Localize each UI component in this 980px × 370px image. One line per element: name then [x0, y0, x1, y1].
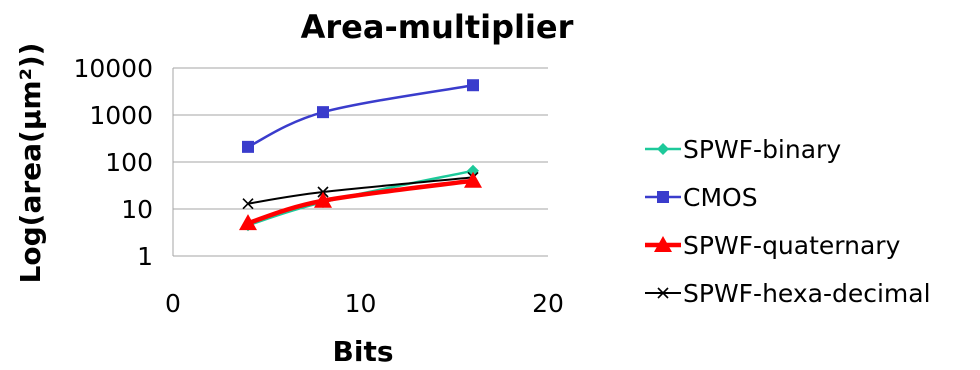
data-point — [317, 106, 329, 119]
series-line — [247, 178, 474, 226]
y-axis-title: Log(area(µm²)) — [14, 43, 47, 284]
y-tick-label: 10 — [121, 195, 153, 224]
data-point — [314, 191, 332, 208]
legend-label: SPWF-hexa-decimal — [683, 279, 931, 308]
chart-title: Area-multiplier — [301, 8, 574, 46]
series-cmos — [242, 79, 479, 153]
legend-label: CMOS — [683, 183, 758, 212]
legend-item: SPWF-quaternary — [645, 231, 901, 260]
legend-item: CMOS — [645, 183, 758, 212]
legend-label: SPWF-binary — [683, 135, 841, 164]
x-tick-label: 20 — [532, 289, 564, 318]
legend-marker — [657, 191, 669, 203]
x-tick-label: 0 — [165, 289, 181, 318]
legend-marker — [657, 143, 669, 155]
data-point — [467, 79, 479, 92]
gridlines — [172, 67, 548, 257]
legend-label: SPWF-quaternary — [683, 231, 901, 260]
x-tick-label: 10 — [345, 289, 377, 318]
y-tick-label: 100 — [105, 148, 153, 177]
legend: SPWF-binary CMOS SPWF-quaternary SPWF-hexa-… — [645, 135, 931, 308]
series-line — [247, 176, 474, 205]
y-axis-ticks: 1 10 100 1000 10000 — [73, 54, 153, 271]
series-spwf-quaternary — [239, 171, 482, 231]
data-point — [242, 140, 254, 153]
series-group — [239, 79, 482, 232]
data-point — [242, 198, 254, 210]
legend-marker — [654, 236, 672, 252]
x-axis-title: Bits — [333, 335, 394, 368]
x-axis-ticks: 0 10 20 — [165, 289, 564, 318]
legend-item: SPWF-binary — [645, 135, 841, 164]
series-line — [247, 83, 474, 148]
y-tick-label: 1000 — [89, 101, 153, 130]
legend-marker — [657, 287, 669, 299]
y-tick-label: 1 — [137, 242, 153, 271]
y-tick-label: 10000 — [73, 54, 153, 83]
legend-item: SPWF-hexa-decimal — [645, 279, 931, 308]
data-point — [464, 171, 482, 188]
data-point — [239, 214, 257, 231]
